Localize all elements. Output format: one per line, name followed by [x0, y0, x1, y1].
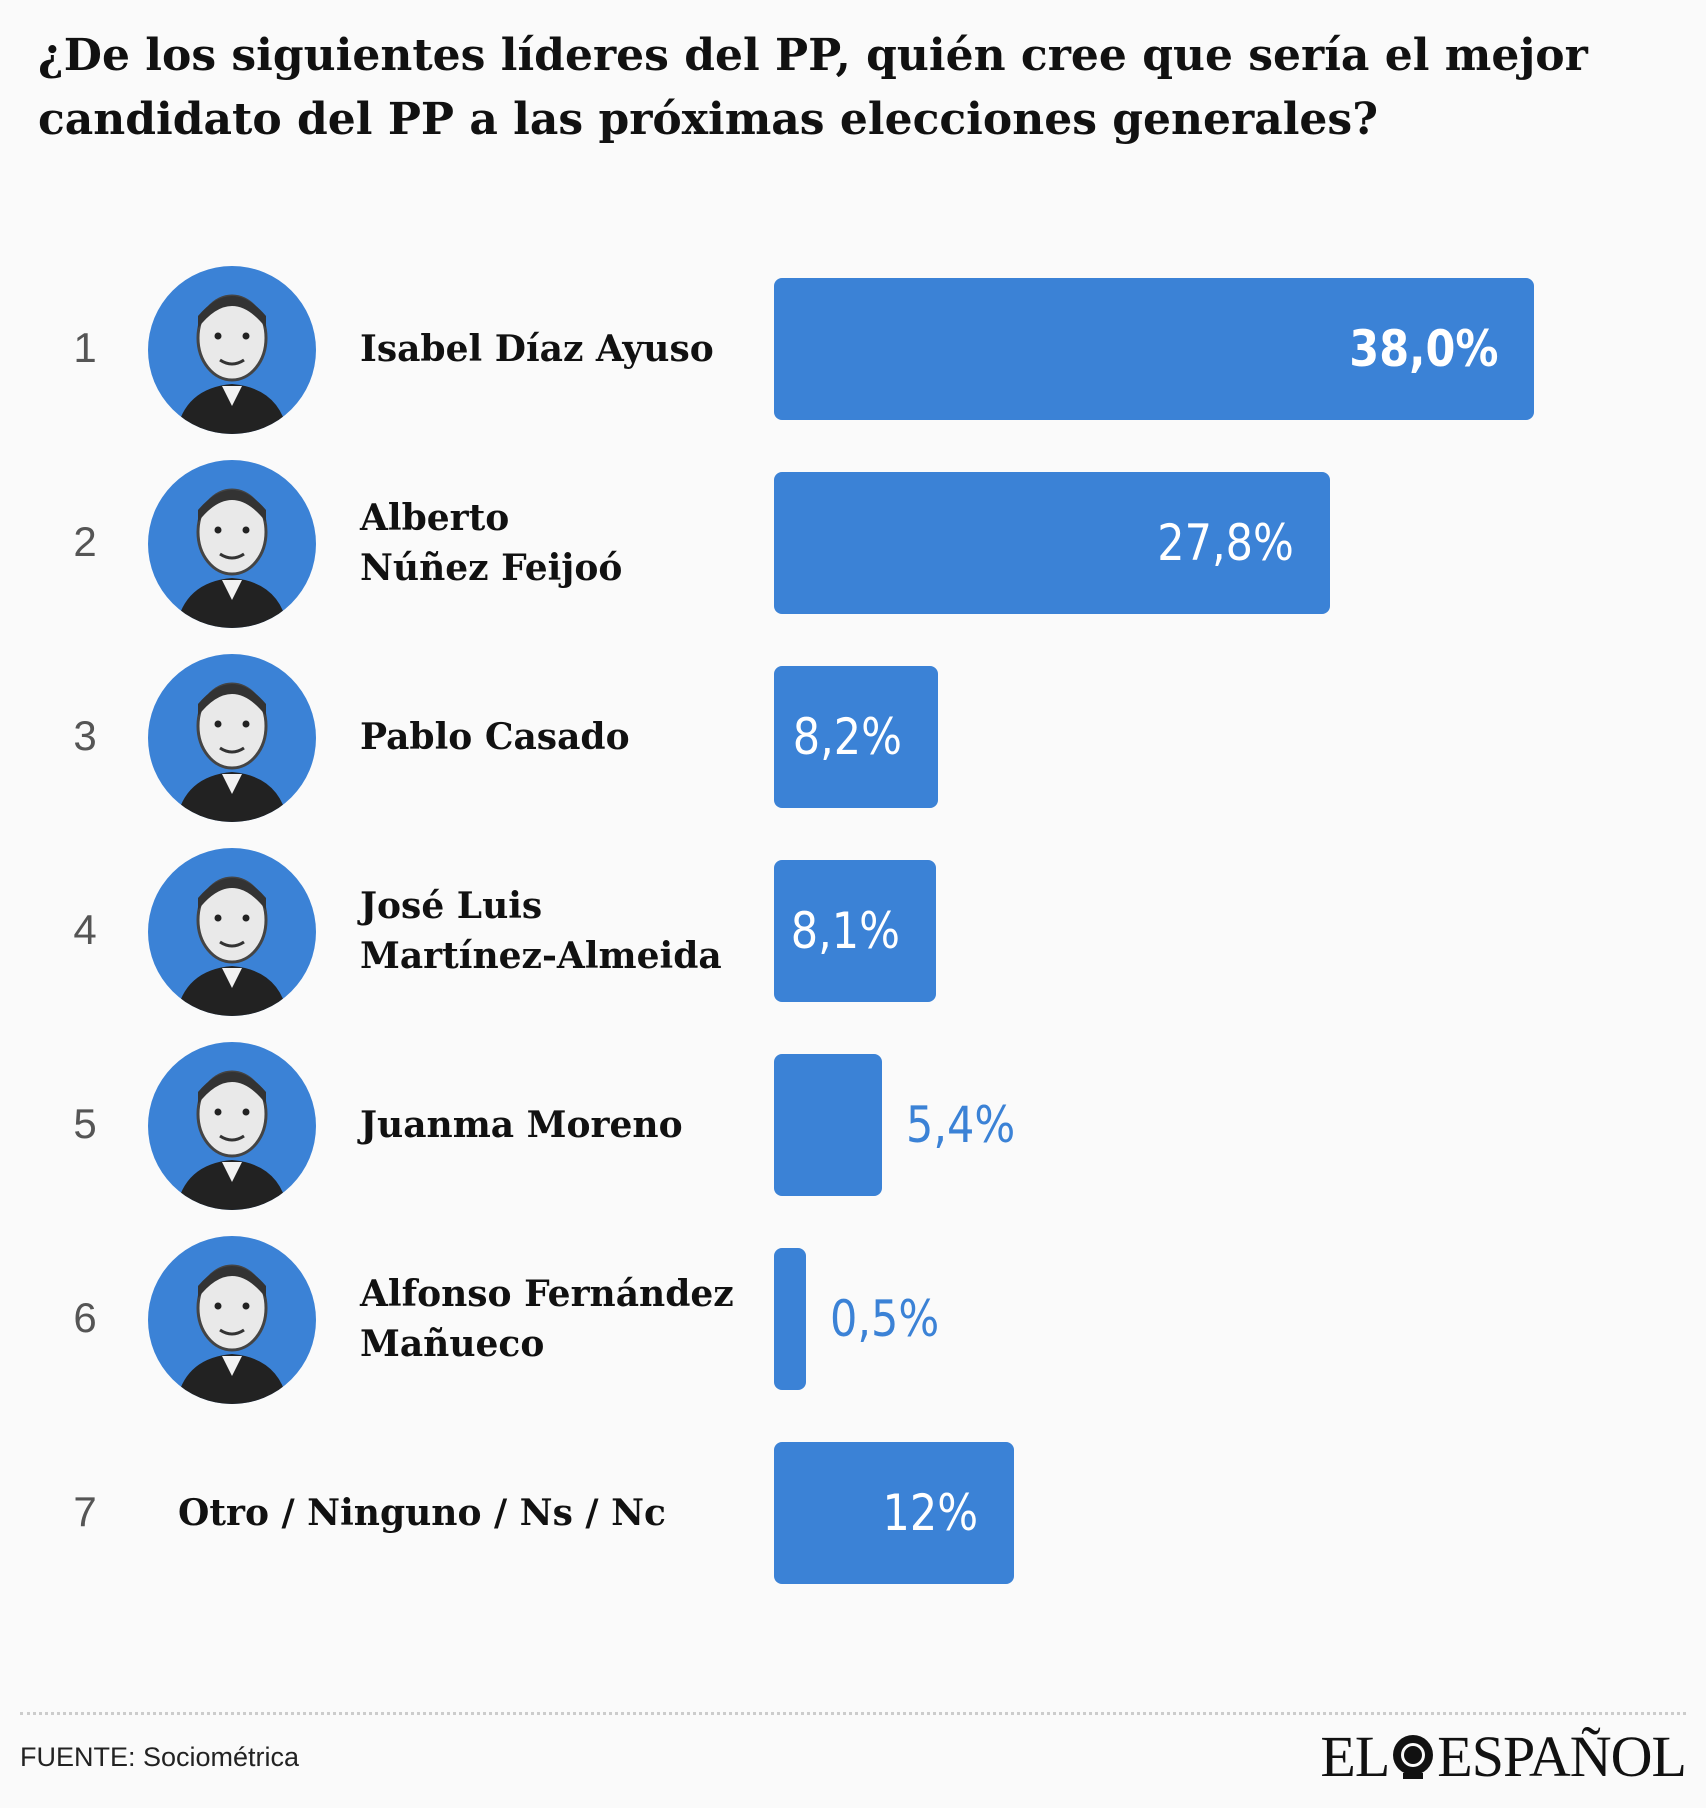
logo-text-espanol: ESPAÑOL: [1437, 1723, 1687, 1789]
person-portrait-icon: [176, 488, 288, 628]
value-label: 0,5%: [830, 1290, 940, 1348]
rank-number: 1: [73, 324, 97, 371]
candidate-name-line: Martínez-Almeida: [360, 935, 722, 977]
person-portrait-icon: [176, 1264, 288, 1404]
value-label: 12%: [882, 1484, 978, 1542]
person-portrait-icon: [176, 1070, 288, 1210]
value-label: 38,0%: [1348, 320, 1498, 378]
candidate-photo: [148, 266, 316, 434]
value-bar: [774, 278, 1534, 420]
bar-chart: 1 Isabel Díaz Ayuso 38,0% 2 Alberto Núñez Fei…: [73, 266, 1534, 1584]
source-note: FUENTE: Sociométrica: [20, 1742, 300, 1772]
candidate-name-line: Otro / Ninguno / Ns / Nc: [178, 1492, 666, 1534]
candidate-name-line: Pablo Casado: [360, 716, 630, 758]
candidate-photo: [148, 460, 316, 628]
candidate-name: Juanma Moreno: [360, 1100, 740, 1150]
candidate-photo: [148, 1042, 316, 1210]
candidate-name: Alfonso Fernández Mañueco: [360, 1269, 740, 1369]
logo-text-el: EL: [1320, 1723, 1390, 1789]
rank-number: 5: [73, 1100, 97, 1147]
footer-divider: [20, 1712, 1686, 1715]
value-bar: [774, 472, 1330, 614]
candidate-photo: [148, 654, 316, 822]
candidate-name-line: Alfonso Fernández: [360, 1273, 734, 1315]
value-bar: [774, 1248, 806, 1390]
candidate-name-line: Núñez Feijoó: [360, 547, 623, 589]
candidate-name: Alberto Núñez Feijoó: [360, 493, 740, 593]
rank-number: 3: [73, 712, 97, 759]
publisher-logo: EL ESPAÑOL: [1320, 1723, 1687, 1789]
candidate-name-line: José Luis: [360, 885, 543, 927]
candidate-name-line: Mañueco: [360, 1323, 545, 1365]
candidate-name: Otro / Ninguno / Ns / Nc: [178, 1488, 738, 1538]
person-portrait-icon: [176, 294, 288, 434]
rank-number: 7: [73, 1488, 97, 1535]
candidate-name: Pablo Casado: [360, 712, 740, 762]
candidate-name-line: Isabel Díaz Ayuso: [360, 328, 714, 370]
value-label: 27,8%: [1157, 514, 1294, 572]
value-bar: [774, 666, 938, 808]
candidate-photo: [148, 848, 316, 1016]
value-label: 8,1%: [790, 902, 900, 960]
candidate-name-line: Juanma Moreno: [360, 1104, 683, 1146]
candidate-name-line: Alberto: [360, 497, 510, 539]
person-portrait-icon: [176, 876, 288, 1016]
value-bar: [774, 860, 936, 1002]
person-portrait-icon: [176, 682, 288, 822]
candidate-name: Isabel Díaz Ayuso: [360, 324, 740, 374]
rank-number: 2: [73, 518, 97, 565]
rank-number: 4: [73, 906, 97, 953]
value-label: 5,4%: [906, 1096, 1016, 1154]
value-bar: [774, 1442, 1014, 1584]
candidate-name: José Luis Martínez-Almeida: [360, 881, 740, 981]
rank-number: 6: [73, 1294, 97, 1341]
lion-icon: [1393, 1735, 1434, 1779]
value-bar: [774, 1054, 882, 1196]
candidate-photo: [148, 1236, 316, 1404]
value-label: 8,2%: [792, 708, 902, 766]
chart-title: ¿De los siguientes líderes del PP, quién…: [38, 30, 1588, 145]
